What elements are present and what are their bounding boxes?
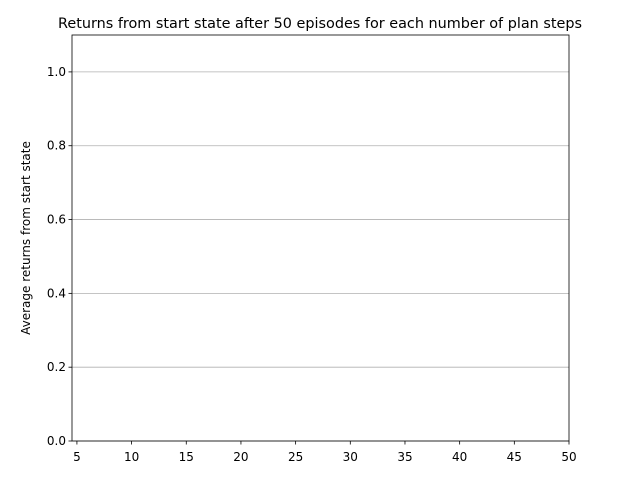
y-tick-label: 1.0 xyxy=(47,65,66,79)
y-tick-label: 0.8 xyxy=(47,139,66,153)
x-axis-ticks: 5 10 15 20 25 30 35 40 45 50 xyxy=(73,441,577,464)
plot-area xyxy=(72,35,569,441)
y-tick-label: 0.2 xyxy=(47,360,66,374)
y-tick-label: 0.4 xyxy=(47,286,66,300)
x-tick-label: 40 xyxy=(452,450,467,464)
x-tick-label: 20 xyxy=(233,450,248,464)
x-tick-label: 50 xyxy=(561,450,576,464)
x-tick-label: 5 xyxy=(73,450,81,464)
plot-frame xyxy=(71,34,570,442)
x-tick-label: 30 xyxy=(343,450,358,464)
y-tick-label: 0.0 xyxy=(47,434,66,448)
y-tick-label: 0.6 xyxy=(47,213,66,227)
x-tick-label: 15 xyxy=(179,450,194,464)
x-tick-label: 35 xyxy=(397,450,412,464)
x-tick-label: 45 xyxy=(507,450,522,464)
chart-title: Returns from start state after 50 episod… xyxy=(58,16,582,32)
y-axis-label: Average returns from start state xyxy=(19,141,33,335)
x-tick-label: 10 xyxy=(124,450,139,464)
x-tick-label: 25 xyxy=(288,450,303,464)
y-axis-ticks: 0.0 0.2 0.4 0.6 0.8 1.0 xyxy=(47,65,72,448)
